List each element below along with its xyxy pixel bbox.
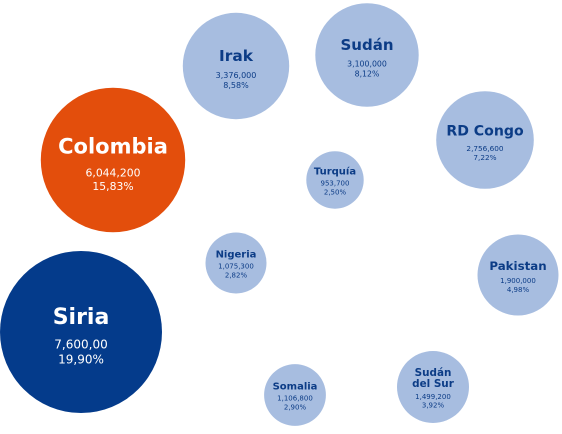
bubble-circle-siria xyxy=(0,251,162,413)
bubble-share-somalia: 2,90% xyxy=(284,403,307,411)
bubble-circle-pakistan xyxy=(477,234,559,316)
bubble-circle-rd-congo xyxy=(436,91,534,189)
bubble-circle-turquia xyxy=(306,151,364,209)
bubble-circle-somalia xyxy=(264,364,326,426)
bubble-share-nigeria: 2,82% xyxy=(225,271,248,279)
bubble-circle-nigeria xyxy=(205,232,267,294)
bubble-share-siria: 19,90% xyxy=(58,352,104,366)
bubble-label-sudan: Sudán xyxy=(340,36,393,54)
bubble-share-turquia: 2,50% xyxy=(324,188,347,196)
bubble-label-turquia: Turquía xyxy=(314,166,356,178)
bubble-value-sudan: 3,100,000 xyxy=(347,60,387,69)
bubble-value-colombia: 6,044,200 xyxy=(86,166,141,179)
bubble-share-irak: 8,58% xyxy=(223,81,249,90)
bubble-circle-sudan xyxy=(315,3,419,107)
bubble-label-nigeria: Nigeria xyxy=(216,250,257,261)
bubble-share-pakistan: 4,98% xyxy=(507,286,530,294)
bubble-label-sudan-del-sur-2: del Sur xyxy=(412,378,455,390)
bubble-share-sudan: 8,12% xyxy=(355,69,380,78)
bubble-value-nigeria: 1,075,300 xyxy=(218,263,254,271)
bubble-value-siria: 7,600,00 xyxy=(54,337,107,351)
bubble-label-siria: Siria xyxy=(53,305,110,330)
bubble-value-pakistan: 1,900,000 xyxy=(500,277,536,285)
bubble-share-sudan-del-sur: 3,92% xyxy=(422,402,445,410)
bubble-value-somalia: 1,106,800 xyxy=(277,395,313,403)
bubble-value-irak: 3,376,000 xyxy=(216,71,257,80)
bubble-value-turquia: 953,700 xyxy=(321,180,350,188)
bubble-circle-sudan-del-sur xyxy=(397,351,469,423)
bubble-label-irak: Irak xyxy=(219,47,254,65)
bubble-label-colombia: Colombia xyxy=(58,134,168,158)
bubble-value-rd-congo: 2,756,600 xyxy=(466,144,503,153)
bubble-circle-irak xyxy=(182,12,290,120)
bubble-label-rd-congo: RD Congo xyxy=(446,124,524,140)
bubble-share-rd-congo: 7,22% xyxy=(473,153,496,162)
bubble-label-somalia: Somalia xyxy=(273,382,318,393)
bubble-value-sudan-del-sur: 1,499,200 xyxy=(415,393,451,401)
bubble-circle-colombia xyxy=(40,87,186,233)
bubble-label-pakistan: Pakistan xyxy=(489,259,546,273)
bubble-label-sudan-del-sur-1: Sudán xyxy=(415,367,452,379)
bubble-share-colombia: 15,83% xyxy=(92,180,133,193)
